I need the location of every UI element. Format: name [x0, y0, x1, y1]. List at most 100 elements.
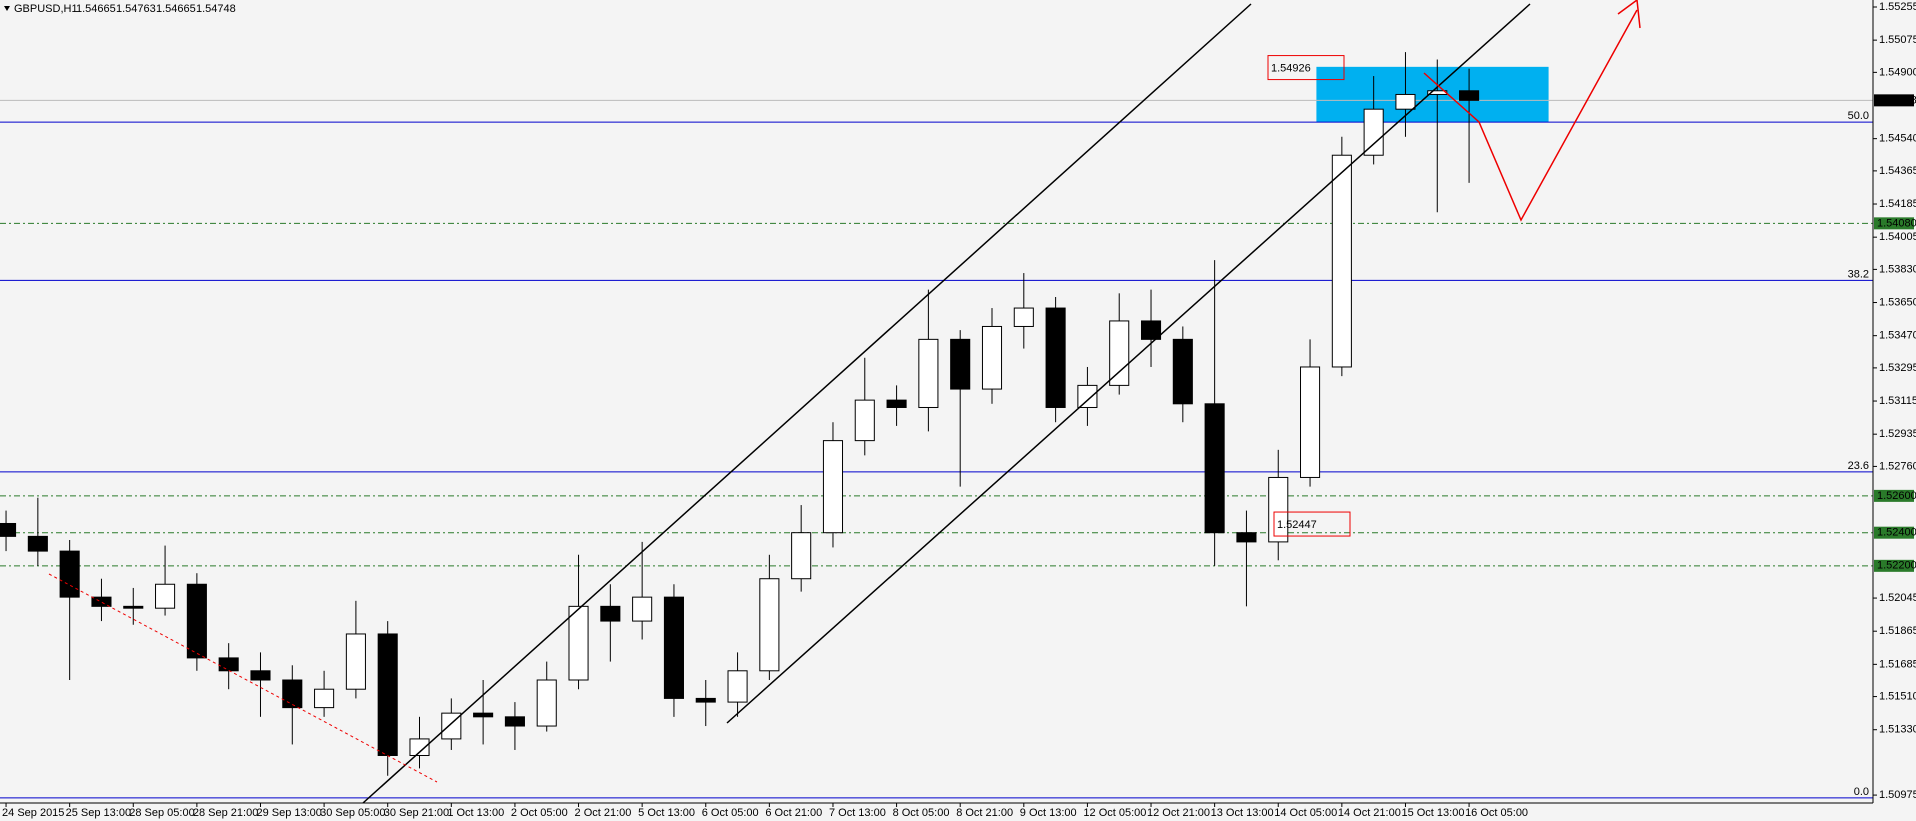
menu-arrow[interactable] [4, 6, 10, 11]
x-tick-label: 13 Oct 13:00 [1211, 807, 1274, 819]
y-tick-label: 1.52935 [1879, 428, 1916, 440]
candle-body [1236, 532, 1257, 543]
close-value: 1.54748 [196, 3, 236, 15]
x-tick-label: 8 Oct 21:00 [956, 807, 1013, 819]
x-tick-label: 25 Sep 13:00 [66, 807, 131, 819]
y-tick-label: 1.54365 [1879, 165, 1916, 177]
fib-label: 23.6 [1848, 460, 1869, 472]
candle-body [91, 596, 112, 607]
candle-body [568, 605, 589, 681]
candle-body [759, 578, 780, 672]
annotation-box [1267, 55, 1345, 81]
y-tick-label: 1.53115 [1879, 395, 1916, 407]
candle-body [155, 583, 176, 609]
candle-body [123, 605, 144, 609]
y-tick-label: 1.51685 [1879, 658, 1916, 670]
symbol: GBPUSD,H1 [14, 3, 78, 15]
y-tick-label: 1.51510 [1879, 690, 1916, 702]
fib-label: 50.0 [1848, 110, 1869, 122]
x-tick-label: 6 Oct 05:00 [702, 807, 759, 819]
y-tick-label: 1.53650 [1879, 296, 1916, 308]
drawings [48, 0, 1641, 804]
candle-body [27, 535, 48, 552]
candle-body [314, 688, 335, 709]
high-value: 1.54763 [116, 3, 156, 15]
candle-body [282, 679, 303, 709]
channel-line [726, 3, 1531, 724]
x-tick-label: 6 Oct 21:00 [765, 807, 822, 819]
candle-body [854, 399, 875, 442]
candle-body [981, 325, 1003, 390]
support-label: 1.52600 [1877, 490, 1916, 502]
candle-body [1013, 307, 1034, 327]
y-tick-label: 1.50975 [1879, 789, 1916, 801]
candle-body [1268, 476, 1289, 543]
y-tick-label: 1.54005 [1879, 231, 1916, 243]
forecast-arrow [1617, 0, 1641, 29]
x-tick-label: 28 Sep 21:00 [193, 807, 258, 819]
candle-body [632, 596, 653, 622]
x-tick-label: 30 Sep 05:00 [320, 807, 385, 819]
support-tag [1874, 217, 1914, 230]
candle-body [1109, 320, 1130, 386]
y-tick-label: 1.52045 [1879, 592, 1916, 604]
x-tick-label: 12 Oct 21:00 [1147, 807, 1210, 819]
price-tag [1874, 94, 1914, 107]
candle-body [918, 338, 939, 408]
x-tick-label: 30 Sep 21:00 [384, 807, 449, 819]
x-tick-label: 1 Oct 13:00 [447, 807, 504, 819]
candle-body [1140, 320, 1162, 340]
candle-body [536, 679, 557, 727]
annotation: 1.52447 [1277, 519, 1317, 531]
candle-body [218, 657, 239, 672]
low-value: 1.54665 [156, 3, 196, 15]
candle-body [727, 670, 748, 703]
candle-body [504, 716, 525, 727]
candle-body [186, 583, 207, 659]
candle-body [1300, 366, 1321, 478]
y-tick-label: 1.54900 [1879, 66, 1916, 78]
x-tick-label: 14 Oct 05:00 [1274, 807, 1337, 819]
x-tick-label: 2 Oct 21:00 [575, 807, 632, 819]
candle-body [59, 550, 80, 598]
y-tick-label: 1.51865 [1879, 625, 1916, 637]
support-label: 1.52400 [1877, 527, 1916, 539]
x-tick-label: 16 Oct 05:00 [1465, 807, 1528, 819]
open-value: 1.54665 [76, 3, 116, 15]
candle-body [886, 399, 907, 408]
candle-body [1172, 338, 1193, 405]
channel-line [362, 3, 1252, 804]
candle-body [345, 633, 366, 690]
support-tag [1874, 526, 1914, 539]
x-tick-label: 28 Sep 05:00 [129, 807, 194, 819]
y-tick-label: 1.55075 [1879, 34, 1916, 46]
support-tag [1874, 559, 1914, 572]
fib-label: 0.0 [1854, 786, 1869, 798]
x-tick-label: 2 Oct 05:00 [511, 807, 568, 819]
x-tick-label: 9 Oct 13:00 [1020, 807, 1077, 819]
y-tick-label: 1.53470 [1879, 330, 1916, 342]
y-tick-label: 1.55255 [1879, 1, 1916, 13]
fib-label: 38.2 [1848, 268, 1869, 280]
annotation: 1.54926 [1271, 62, 1311, 74]
y-tick-label: 1.54540 [1879, 133, 1916, 145]
y-tick-label: 1.52760 [1879, 460, 1916, 472]
candle-body [1331, 154, 1352, 368]
y-tick-label: 1.53830 [1879, 263, 1916, 275]
y-tick-label: 1.51330 [1879, 724, 1916, 736]
candle-body [822, 440, 844, 534]
candle-body [600, 605, 621, 622]
y-tick-label: 1.54185 [1879, 198, 1916, 210]
support-label: 1.52200 [1877, 560, 1916, 572]
candle-body [0, 522, 17, 537]
candle-body [1204, 403, 1225, 534]
candle-body [695, 697, 716, 703]
candle-body [473, 712, 494, 718]
trend-line [48, 573, 438, 783]
x-tick-label: 5 Oct 13:00 [638, 807, 695, 819]
x-tick-label: 24 Sep 2015 [2, 807, 64, 819]
x-tick-label: 14 Oct 21:00 [1338, 807, 1401, 819]
